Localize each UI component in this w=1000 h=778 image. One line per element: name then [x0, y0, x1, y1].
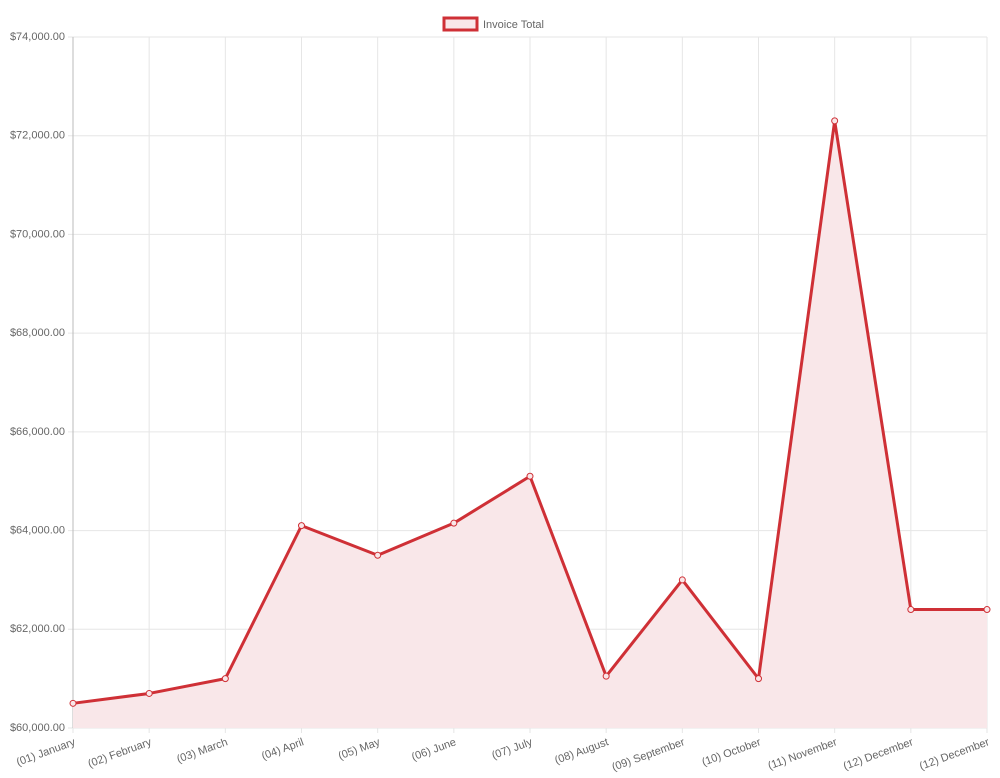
x-tick-label: (05) May — [337, 736, 382, 762]
y-tick-label: $66,000.00 — [10, 426, 65, 438]
legend-swatch — [442, 16, 479, 32]
y-tick-label: $60,000.00 — [10, 722, 65, 734]
x-tick-label: (04) April — [260, 736, 305, 762]
x-tick-label: (02) February — [86, 736, 153, 770]
point — [907, 606, 915, 614]
area — [73, 120, 987, 728]
y-tick-label: $64,000.00 — [10, 524, 65, 536]
x-tick-label: (06) June — [410, 736, 458, 763]
x-tick-label: (12) December — [842, 736, 915, 772]
y-tick-label: $74,000.00 — [10, 31, 65, 43]
point — [755, 675, 762, 683]
point — [145, 689, 153, 697]
legend-item: Invoice Total — [442, 16, 544, 32]
x-tick-label: (01) January — [15, 736, 78, 769]
point — [526, 472, 534, 480]
point — [221, 675, 229, 683]
point — [602, 672, 610, 680]
y-tick-label: $70,000.00 — [10, 228, 65, 240]
y-tick-label: $72,000.00 — [10, 130, 65, 142]
point — [678, 576, 686, 584]
y-tick-label: $68,000.00 — [10, 327, 65, 339]
y-tick-label: $62,000.00 — [10, 623, 65, 635]
point — [374, 551, 382, 559]
x-tick-label: (10) October — [700, 736, 762, 769]
x-tick-label: (09) September — [610, 736, 686, 774]
point — [69, 699, 77, 707]
x-tick-label: (03) March — [175, 736, 229, 765]
legend-label: Invoice Total — [483, 19, 544, 31]
x-tick-label: (12) December — [918, 736, 991, 772]
point — [298, 522, 305, 530]
x-tick-label: (07) July — [490, 736, 534, 762]
point — [831, 117, 839, 125]
point — [983, 606, 991, 614]
point — [450, 519, 458, 527]
x-tick-label: (08) August — [553, 736, 610, 767]
x-tick-label: (11) November — [766, 736, 839, 772]
